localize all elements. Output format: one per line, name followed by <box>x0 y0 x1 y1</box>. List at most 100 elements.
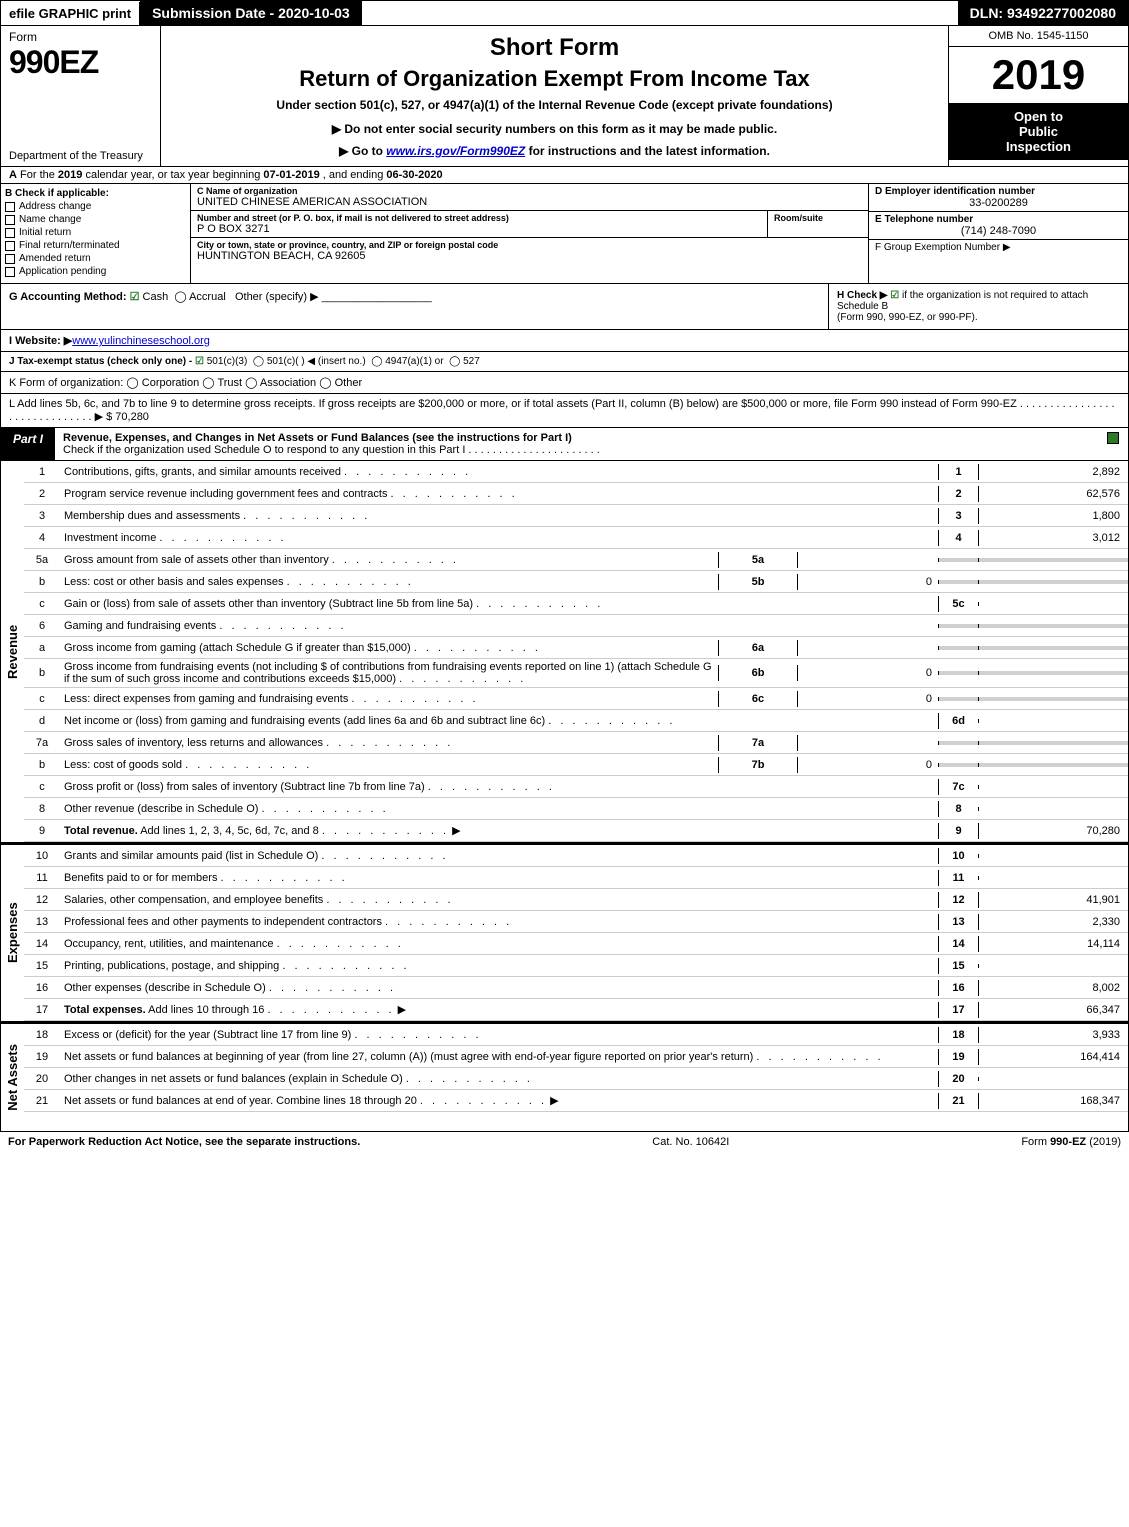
part-1-title: Revenue, Expenses, and Changes in Net As… <box>63 432 572 444</box>
501c-option[interactable]: 501(c)( ) ◀ (insert no.) <box>267 356 366 367</box>
line-text: Occupancy, rent, utilities, and maintena… <box>60 936 938 952</box>
4947-option[interactable]: 4947(a)(1) or <box>385 356 443 367</box>
line-18: 18Excess or (deficit) for the year (Subt… <box>24 1024 1128 1046</box>
final-return-checkbox[interactable]: Final return/terminated <box>5 240 186 251</box>
line-text: Professional fees and other payments to … <box>60 914 938 930</box>
gray-amount <box>978 741 1128 745</box>
sub-label: 6c <box>718 691 798 707</box>
line-num: 2 <box>24 486 60 502</box>
line-num-right: 1 <box>938 464 978 480</box>
line-text: Gaming and fundraising events . . . . . … <box>60 618 938 634</box>
line-text: Gross amount from sale of assets other t… <box>60 552 718 568</box>
line-num-right: 2 <box>938 486 978 502</box>
line-num-right: 7c <box>938 779 978 795</box>
org-name-label: C Name of organization <box>197 186 862 196</box>
line-text: Total revenue. Add lines 1, 2, 3, 4, 5c,… <box>60 822 938 839</box>
gray-cell <box>938 697 978 701</box>
line-num: b <box>24 665 60 681</box>
irs-link[interactable]: www.irs.gov/Form990EZ <box>386 144 525 158</box>
amount <box>978 719 1128 723</box>
line-num-right: 12 <box>938 892 978 908</box>
street-address: P O BOX 3271 <box>197 223 761 235</box>
city-label: City or town, state or province, country… <box>197 240 862 250</box>
line-num-right: 3 <box>938 508 978 524</box>
line-text: Other expenses (describe in Schedule O) … <box>60 980 938 996</box>
amount <box>978 807 1128 811</box>
gray-cell <box>938 558 978 562</box>
527-option[interactable]: 527 <box>463 356 480 367</box>
tax-year: 2019 <box>949 47 1128 103</box>
dln-label: DLN: 93492277002080 <box>958 1 1128 25</box>
gray-amount <box>978 763 1128 767</box>
line-num: 5a <box>24 552 60 568</box>
line-text: Grants and similar amounts paid (list in… <box>60 848 938 864</box>
line-num-right: 13 <box>938 914 978 930</box>
revenue-vert-label: Revenue <box>1 461 24 842</box>
line-num-right: 19 <box>938 1049 978 1065</box>
accrual-option[interactable]: Accrual <box>189 291 226 303</box>
line-text: Membership dues and assessments . . . . … <box>60 508 938 524</box>
line-19: 19Net assets or fund balances at beginni… <box>24 1046 1128 1068</box>
amount <box>978 602 1128 606</box>
line-1: 1Contributions, gifts, grants, and simil… <box>24 461 1128 483</box>
sub-value <box>798 646 938 650</box>
submission-date: Submission Date - 2020-10-03 <box>140 1 362 25</box>
line-9: 9Total revenue. Add lines 1, 2, 3, 4, 5c… <box>24 820 1128 842</box>
addr-change-checkbox[interactable]: Address change <box>5 201 186 212</box>
line-15: 15Printing, publications, postage, and s… <box>24 955 1128 977</box>
cat-no: Cat. No. 10642I <box>360 1136 1021 1148</box>
line-num: 19 <box>24 1049 60 1065</box>
efile-print-label[interactable]: efile GRAPHIC print <box>1 2 140 25</box>
app-pending-checkbox[interactable]: Application pending <box>5 266 186 277</box>
line-20: 20Other changes in net assets or fund ba… <box>24 1068 1128 1090</box>
line-text: Investment income . . . . . . . . . . . <box>60 530 938 546</box>
line-5a: 5aGross amount from sale of assets other… <box>24 549 1128 571</box>
amount: 2,892 <box>978 464 1128 480</box>
sub-label: 5a <box>718 552 798 568</box>
net-assets-vert-label: Net Assets <box>1 1024 24 1131</box>
omb-number: OMB No. 1545-1150 <box>949 26 1128 47</box>
line-num: c <box>24 779 60 795</box>
open-line1: Open to <box>955 109 1122 124</box>
initial-return-checkbox[interactable]: Initial return <box>5 227 186 238</box>
paperwork-notice: For Paperwork Reduction Act Notice, see … <box>8 1136 360 1148</box>
part-1-sched-o-checkbox[interactable] <box>1107 432 1119 444</box>
revenue-section: Revenue 1Contributions, gifts, grants, a… <box>0 461 1129 843</box>
line-num: 16 <box>24 980 60 996</box>
ein-label: D Employer identification number <box>875 186 1122 197</box>
line-text: Gain or (loss) from sale of assets other… <box>60 596 938 612</box>
line-text: Less: cost of goods sold . . . . . . . .… <box>60 757 718 773</box>
gray-amount <box>978 580 1128 584</box>
line-num: 14 <box>24 936 60 952</box>
line-b: bLess: cost or other basis and sales exp… <box>24 571 1128 593</box>
line-d: dNet income or (loss) from gaming and fu… <box>24 710 1128 732</box>
top-bar: efile GRAPHIC print Submission Date - 20… <box>0 0 1129 26</box>
instructions-link: ▶ Go to www.irs.gov/Form990EZ for instru… <box>169 144 940 158</box>
name-change-checkbox[interactable]: Name change <box>5 214 186 225</box>
sub-value: 0 <box>798 691 938 707</box>
cash-checkbox-checked[interactable]: ☑ <box>130 291 140 303</box>
line-b: bLess: cost of goods sold . . . . . . . … <box>24 754 1128 776</box>
amended-return-checkbox[interactable]: Amended return <box>5 253 186 264</box>
street-label: Number and street (or P. O. box, if mail… <box>197 213 761 223</box>
form-version: Form 990-EZ (2019) <box>1021 1136 1121 1148</box>
line-num-right: 8 <box>938 801 978 817</box>
website-link[interactable]: www.yulinchineseschool.org <box>72 335 210 347</box>
line-num: 15 <box>24 958 60 974</box>
line-num: 11 <box>24 870 60 886</box>
line-num: b <box>24 757 60 773</box>
gray-cell <box>938 580 978 584</box>
line-text: Net assets or fund balances at end of ye… <box>60 1092 938 1109</box>
sub-label: 7b <box>718 757 798 773</box>
line-2: 2Program service revenue including gover… <box>24 483 1128 505</box>
sched-b-checkbox[interactable]: ☑ <box>890 290 899 301</box>
part-1-label: Part I <box>1 428 55 460</box>
line-num: 8 <box>24 801 60 817</box>
line-7a: 7aGross sales of inventory, less returns… <box>24 732 1128 754</box>
line-12: 12Salaries, other compensation, and empl… <box>24 889 1128 911</box>
line-num: a <box>24 640 60 656</box>
city-state-zip: HUNTINGTON BEACH, CA 92605 <box>197 250 862 262</box>
line-10: 10Grants and similar amounts paid (list … <box>24 845 1128 867</box>
line-num: c <box>24 691 60 707</box>
501c3-checkbox[interactable]: ☑ <box>195 356 204 367</box>
